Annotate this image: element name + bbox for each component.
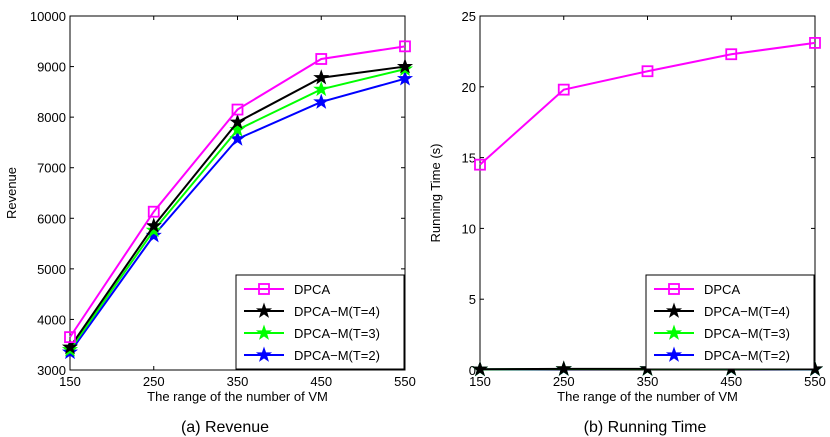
revenue-chart: 150 250 350 450 550 3000 4000 5000 6000 7000 8000 9… [4, 9, 416, 436]
y-tick-label: 10 [462, 221, 476, 236]
data-point-marker [641, 65, 654, 78]
x-tick-label: 250 [143, 374, 165, 389]
data-point-marker [313, 93, 330, 109]
x-tick-label: 350 [227, 374, 249, 389]
chart-caption: (a) Revenue [181, 419, 269, 436]
data-point-marker [145, 217, 162, 233]
x-tick-label: 350 [637, 374, 659, 389]
legend-marker [665, 302, 683, 318]
legend-marker [258, 283, 270, 295]
data-point-marker [145, 221, 162, 238]
data-point-marker [396, 70, 414, 86]
x-tick-label: 450 [720, 374, 742, 389]
legend-entry-label: DPCA [704, 282, 740, 297]
x-tick-label: 550 [394, 374, 416, 389]
x-tick-label: 550 [804, 374, 826, 389]
y-tick-label: 5 [469, 292, 476, 307]
y-tick-label: 15 [462, 151, 476, 166]
data-point-marker [313, 69, 330, 85]
y-tick-label: 5000 [37, 262, 66, 277]
y-tick-label: 0 [469, 363, 476, 378]
legend-entry-label: DPCA−M(T=4) [294, 304, 380, 319]
data-point-marker [474, 158, 486, 171]
x-axis-label: The range of the number of VM [557, 389, 738, 404]
y-axis-label: Revenue [4, 167, 19, 219]
data-point-marker [557, 83, 570, 96]
y-tick-label: 8000 [37, 110, 66, 125]
data-point-marker [809, 37, 821, 49]
legend-marker [255, 302, 273, 318]
x-tick-label: 150 [469, 374, 491, 389]
data-point-marker [555, 360, 572, 376]
data-point-marker [64, 331, 76, 344]
legend-marker [665, 346, 683, 362]
x-tick-label: 250 [553, 374, 575, 389]
legend-marker [255, 346, 273, 362]
y-tick-label: 20 [462, 80, 476, 95]
legend-entry-label: DPCA−M(T=4) [704, 304, 790, 319]
y-tick-label: 4000 [37, 312, 66, 327]
data-point-marker [229, 113, 246, 130]
running-time-chart: 150 250 350 450 550 0 5 10 15 20 25 The range of th… [428, 9, 826, 436]
legend-marker [255, 324, 273, 340]
data-point-marker [315, 53, 328, 65]
data-point-marker [725, 48, 738, 61]
legend-marker [665, 324, 683, 340]
y-tick-label: 7000 [37, 161, 66, 176]
y-tick-label: 9000 [37, 60, 66, 75]
legend-entry-label: DPCA−M(T=2) [704, 348, 790, 363]
data-point-marker [231, 103, 244, 116]
series-line [69, 45, 406, 338]
legend-entry-label: DPCA [294, 282, 330, 297]
x-tick-label: 150 [59, 374, 81, 389]
x-tick-label: 450 [310, 374, 332, 389]
data-point-marker [147, 205, 160, 218]
data-point-marker [396, 58, 414, 74]
data-point-marker [313, 80, 330, 97]
y-tick-label: 25 [462, 9, 476, 24]
data-point-marker [399, 40, 411, 53]
x-axis-label: The range of the number of VM [147, 389, 328, 404]
legend: DPCA DPCA−M(T=4) DPCA−M(T=3) DPCA−M(T=2) [235, 274, 405, 370]
data-point-marker [471, 360, 489, 377]
y-axis-label: Running Time (s) [428, 144, 443, 243]
y-tick-label: 3000 [37, 363, 66, 378]
y-tick-label: 10000 [30, 9, 66, 24]
chart-caption: (b) Running Time [584, 419, 707, 436]
legend-entry-label: DPCA−M(T=3) [704, 326, 790, 341]
legend-marker [668, 283, 680, 295]
legend-entry-label: DPCA−M(T=2) [294, 348, 380, 363]
legend: DPCA DPCA−M(T=4) DPCA−M(T=3) DPCA−M(T=2) [645, 274, 815, 370]
series-line [479, 41, 816, 166]
data-point-marker [61, 338, 79, 355]
legend-entry-label: DPCA−M(T=3) [294, 326, 380, 341]
y-tick-label: 6000 [37, 211, 66, 226]
